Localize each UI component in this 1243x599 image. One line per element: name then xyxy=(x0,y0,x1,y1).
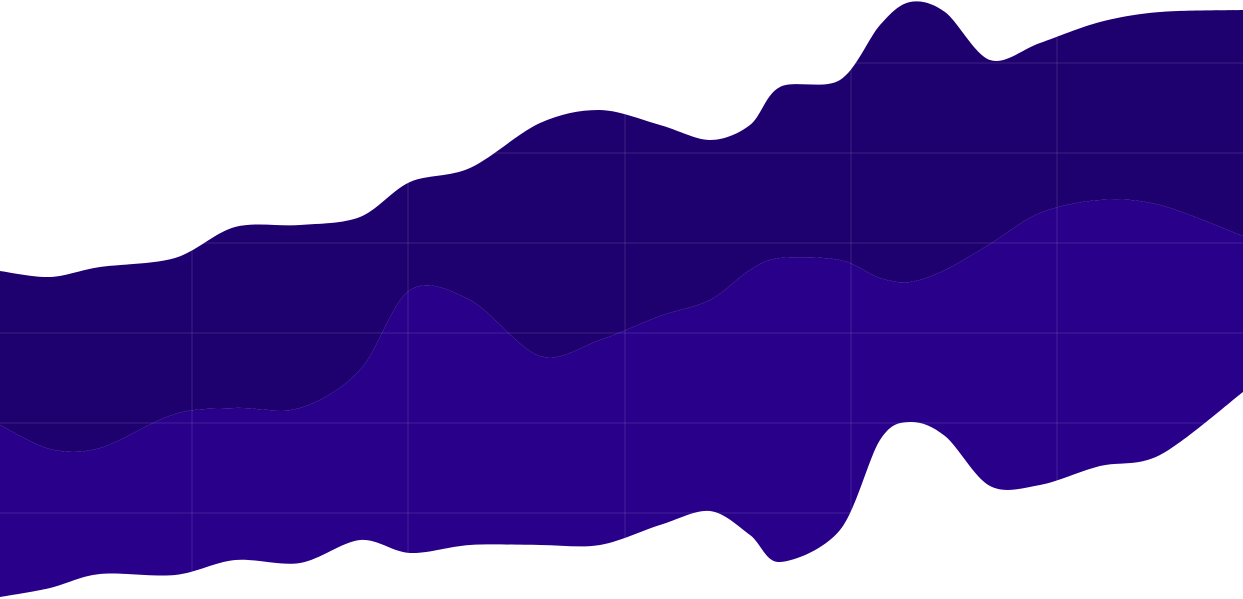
area-band-lower xyxy=(0,199,1243,597)
area-band-upper xyxy=(0,1,1243,452)
